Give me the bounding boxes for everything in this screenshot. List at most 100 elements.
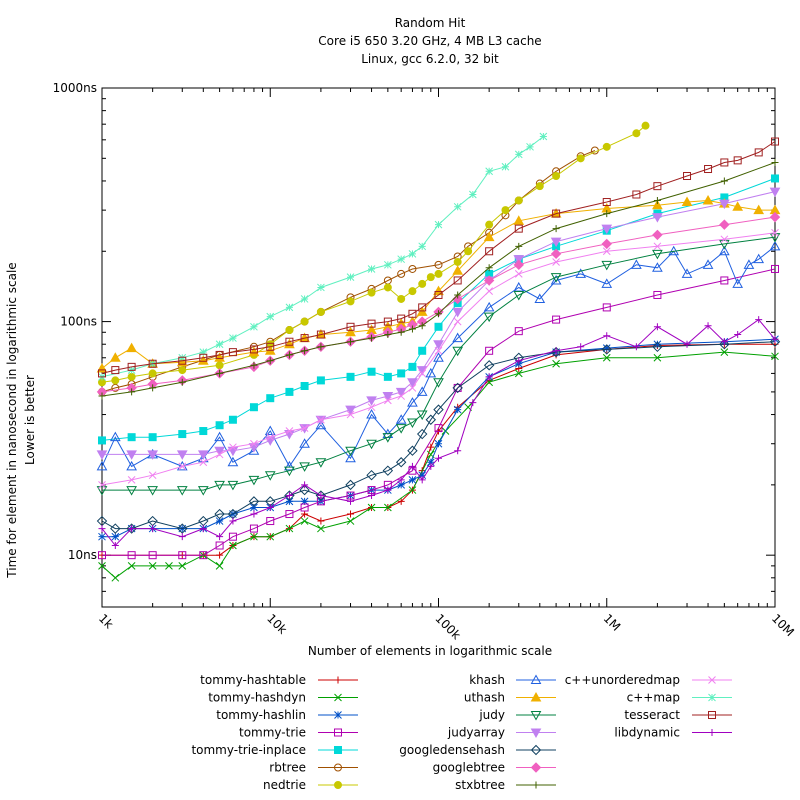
data-point: [249, 403, 258, 412]
data-point: [418, 279, 427, 288]
data-point: [197, 355, 209, 365]
data-point: [249, 345, 258, 354]
data-point: [632, 343, 640, 351]
data-point: [397, 255, 406, 264]
data-point: [468, 190, 477, 199]
data-point: [416, 306, 428, 316]
legend-label: c++unorderedmap: [565, 673, 680, 687]
data-point: [383, 396, 392, 405]
data-point: [601, 344, 612, 355]
data-point: [720, 276, 729, 285]
legend-label: judyarray: [447, 726, 505, 740]
data-point: [214, 508, 225, 520]
data-point: [755, 316, 763, 324]
series-khash: [96, 240, 781, 471]
data-point: [216, 533, 224, 541]
data-point: [469, 399, 477, 407]
data-point: [178, 533, 186, 541]
data-point: [366, 439, 377, 450]
data-point: [769, 336, 781, 347]
legend-item: googlebtree: [433, 761, 556, 775]
data-point: [575, 268, 587, 278]
data-point: [653, 182, 662, 191]
data-point: [300, 317, 309, 326]
data-point: [416, 428, 428, 440]
data-point: [347, 497, 355, 505]
data-point: [552, 258, 560, 266]
data-point: [109, 431, 121, 442]
data-point: [111, 376, 120, 385]
data-point: [383, 503, 392, 512]
data-point: [127, 362, 136, 371]
series-line: [102, 236, 776, 491]
data-point: [334, 693, 342, 702]
data-point: [485, 220, 494, 229]
data-point: [227, 456, 239, 467]
data-point: [300, 517, 309, 525]
data-point: [702, 194, 714, 205]
data-point: [367, 265, 376, 273]
data-point: [453, 257, 462, 266]
data-point: [514, 196, 523, 205]
data-point: [264, 471, 276, 481]
data-point: [397, 369, 406, 378]
data-point: [407, 418, 418, 428]
data-point: [408, 249, 417, 258]
data-point: [317, 283, 325, 292]
data-point: [98, 481, 106, 489]
data-point: [227, 480, 239, 491]
data-point: [408, 476, 417, 484]
data-point: [300, 497, 309, 506]
data-point: [753, 253, 765, 264]
data-point: [452, 382, 463, 394]
data-point: [127, 476, 136, 484]
y-tick-label: 100ns: [60, 315, 97, 329]
data-point: [483, 312, 495, 323]
data-point: [317, 517, 325, 525]
legend-item: c++map: [627, 691, 732, 705]
y-tick-label: 1000ns: [53, 81, 97, 95]
data-point: [754, 148, 763, 157]
data-point: [733, 156, 742, 165]
data-point: [552, 209, 561, 218]
data-point: [435, 454, 442, 462]
y-axis-label-line-1: Time for element in nanosecond in logari…: [5, 262, 19, 578]
legend-item: rbtree: [269, 761, 358, 775]
data-point: [602, 353, 611, 362]
data-point: [214, 431, 225, 442]
data-point: [452, 307, 464, 318]
data-point: [418, 369, 427, 378]
data-point: [266, 503, 274, 511]
data-point: [214, 352, 225, 362]
y-tick-label: 10ns: [68, 548, 97, 562]
y-axis-label-line-2: Lower is better: [23, 375, 37, 465]
data-point: [126, 450, 137, 460]
data-point: [111, 573, 120, 582]
legend-label: googledensehash: [399, 743, 505, 757]
data-point: [515, 357, 523, 365]
data-point: [334, 746, 342, 754]
data-point: [434, 290, 443, 299]
data-point: [418, 476, 426, 484]
data-point: [266, 357, 274, 365]
data-point: [652, 262, 663, 272]
data-point: [418, 303, 427, 312]
series-line: [101, 318, 776, 547]
data-point: [407, 445, 418, 456]
legend-item: khash: [469, 673, 556, 687]
legend-label: khash: [469, 673, 505, 687]
data-point: [530, 711, 542, 721]
data-point: [250, 322, 258, 331]
series-line: [102, 268, 776, 556]
data-point: [367, 319, 376, 328]
series-line: [101, 351, 776, 579]
data-point: [315, 419, 327, 430]
data-point: [576, 154, 585, 163]
data-point: [550, 237, 562, 248]
data-point: [602, 303, 611, 312]
data-point: [452, 332, 464, 343]
legend-label: c++map: [627, 691, 680, 705]
data-point: [418, 322, 426, 330]
data-point: [178, 551, 187, 560]
data-point: [539, 132, 548, 141]
